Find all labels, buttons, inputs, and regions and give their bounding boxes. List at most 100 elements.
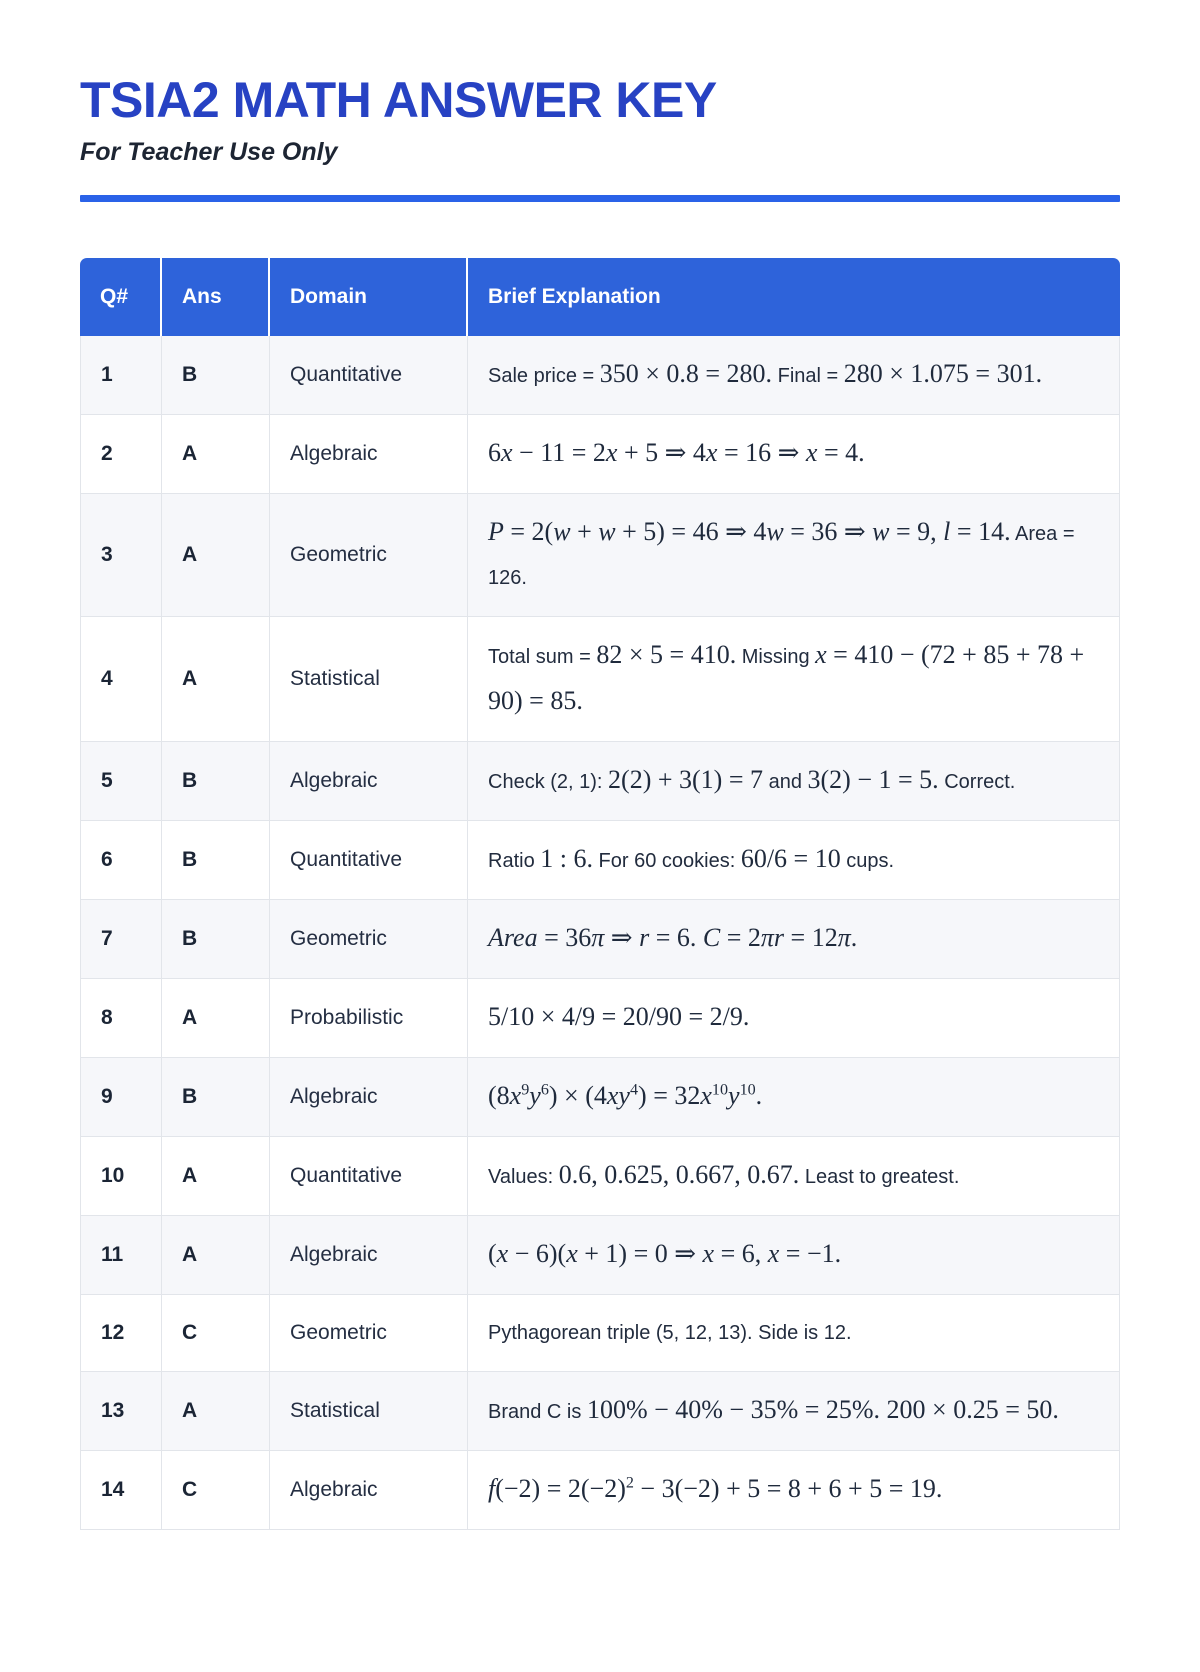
explanation-text-run: Ratio	[488, 850, 541, 872]
table-row: 11 A Algebraic (x − 6)(x + 1) = 0 ⇒ x = 6, …	[80, 1216, 1120, 1295]
domain-cell: Algebraic	[270, 1058, 468, 1137]
answer-cell: B	[162, 1058, 270, 1137]
question-number-cell: 6	[80, 821, 162, 900]
answer-cell: B	[162, 336, 270, 415]
explanation-math-run: 280 × 1.075 = 301.	[843, 359, 1043, 388]
explanation-math-run: P = 2(w + w + 5) = 46 ⇒ 4w = 36 ⇒ w = 9,…	[488, 517, 1011, 546]
explanation-text-run: Values:	[488, 1166, 559, 1188]
explanation-cell: (8x9y6) × (4xy4) = 32x10y10.	[468, 1058, 1120, 1137]
explanation-math-run: 1 : 6.	[540, 844, 593, 873]
table-row: 14 C Algebraic f(−2) = 2(−2)2 − 3(−2) + 5 =…	[80, 1451, 1120, 1530]
domain-cell: Statistical	[270, 617, 468, 742]
header-row: Q# Ans Domain Brief Explanation	[80, 258, 1120, 336]
answer-table-body: 1 B Quantitative Sale price = 350 × 0.8 = 2…	[80, 336, 1120, 1530]
explanation-text-run: Total sum =	[488, 646, 597, 668]
explanation-text-run: Sale price =	[488, 365, 600, 387]
explanation-math-run: 350 × 0.8 = 280.	[599, 359, 773, 388]
answer-cell: A	[162, 1372, 270, 1451]
explanation-text-run: Check (2, 1):	[488, 771, 609, 793]
explanation-math-run: 60/6 = 10	[740, 844, 841, 873]
table-row: 13 A Statistical Brand C is 100% − 40% − 35…	[80, 1372, 1120, 1451]
domain-cell: Statistical	[270, 1372, 468, 1451]
explanation-cell: Check (2, 1): 2(2) + 3(1) = 7 and 3(2) −…	[468, 742, 1120, 821]
explanation-math-run: 3(2) − 1 = 5.	[807, 765, 939, 794]
table-row: 8 A Probabilistic 5/10 × 4/9 = 20/90 = 2/9.	[80, 979, 1120, 1058]
question-number-cell: 1	[80, 336, 162, 415]
explanation-cell: (x − 6)(x + 1) = 0 ⇒ x = 6, x = −1.	[468, 1216, 1120, 1295]
question-number-cell: 13	[80, 1372, 162, 1451]
table-row: 2 A Algebraic 6x − 11 = 2x + 5 ⇒ 4x = 16 ⇒ …	[80, 415, 1120, 494]
page-title: TSIA2 MATH ANSWER KEY	[80, 72, 717, 128]
table-row: 4 A Statistical Total sum = 82 × 5 = 410. M…	[80, 617, 1120, 742]
answer-cell: C	[162, 1451, 270, 1530]
explanation-cell: Brand C is 100% − 40% − 35% = 25%. 200 ×…	[468, 1372, 1120, 1451]
answer-key-table: Q# Ans Domain Brief Explanation 1 B Quantitat…	[80, 258, 1120, 1530]
table-row: 12 C Geometric Pythagorean triple (5, 12, 1…	[80, 1295, 1120, 1372]
answer-cell: B	[162, 900, 270, 979]
explanation-text-run: Area = 126.	[488, 523, 1075, 589]
explanation-cell: Total sum = 82 × 5 = 410. Missing x = 41…	[468, 617, 1120, 742]
domain-cell: Quantitative	[270, 1137, 468, 1216]
explanation-math-run: 2(2) + 3(1) = 7	[608, 765, 764, 794]
domain-cell: Geometric	[270, 1295, 468, 1372]
col-header-q-number: Q#	[80, 258, 162, 336]
col-header-domain: Domain	[270, 258, 468, 336]
explanation-text-run: Missing	[736, 646, 816, 668]
table-row: 6 B Quantitative Ratio 1 : 6. For 60 cookie…	[80, 821, 1120, 900]
table-row: 1 B Quantitative Sale price = 350 × 0.8 = 2…	[80, 336, 1120, 415]
explanation-text-run: and	[763, 771, 808, 793]
domain-cell: Probabilistic	[270, 979, 468, 1058]
table-row: 10 A Quantitative Values: 0.6, 0.625, 0.667…	[80, 1137, 1120, 1216]
question-number-cell: 3	[80, 494, 162, 617]
domain-cell: Algebraic	[270, 1216, 468, 1295]
divider-rule	[80, 195, 1120, 202]
domain-cell: Algebraic	[270, 742, 468, 821]
domain-cell: Algebraic	[270, 415, 468, 494]
explanation-cell: Area = 36π ⇒ r = 6. C = 2πr = 12π.	[468, 900, 1120, 979]
explanation-cell: Sale price = 350 × 0.8 = 280. Final = 28…	[468, 336, 1120, 415]
explanation-math-run: (8x9y6) × (4xy4) = 32x10y10.	[488, 1081, 763, 1110]
domain-cell: Algebraic	[270, 1451, 468, 1530]
explanation-text-run: Brand C is	[488, 1401, 587, 1423]
explanation-text-run: For 60 cookies:	[592, 850, 741, 872]
answer-cell: C	[162, 1295, 270, 1372]
question-number-cell: 7	[80, 900, 162, 979]
domain-cell: Geometric	[270, 900, 468, 979]
question-number-cell: 5	[80, 742, 162, 821]
explanation-cell: Ratio 1 : 6. For 60 cookies: 60/6 = 10 c…	[468, 821, 1120, 900]
explanation-math-run: 5/10 × 4/9 = 20/90 = 2/9.	[488, 1002, 750, 1031]
domain-cell: Quantitative	[270, 821, 468, 900]
answer-cell: A	[162, 617, 270, 742]
explanation-cell: P = 2(w + w + 5) = 46 ⇒ 4w = 36 ⇒ w = 9,…	[468, 494, 1120, 617]
domain-cell: Quantitative	[270, 336, 468, 415]
explanation-cell: Values: 0.6, 0.625, 0.667, 0.67. Least t…	[468, 1137, 1120, 1216]
question-number-cell: 8	[80, 979, 162, 1058]
question-number-cell: 10	[80, 1137, 162, 1216]
question-number-cell: 9	[80, 1058, 162, 1137]
explanation-math-run: (x − 6)(x + 1) = 0 ⇒ x = 6, x = −1.	[488, 1239, 842, 1268]
explanation-cell: f(−2) = 2(−2)2 − 3(−2) + 5 = 8 + 6 + 5 =…	[468, 1451, 1120, 1530]
document-page: TSIA2 MATH ANSWER KEY For Teacher Use On…	[0, 72, 1200, 1530]
explanation-cell: 5/10 × 4/9 = 20/90 = 2/9.	[468, 979, 1120, 1058]
explanation-text-run: Correct.	[938, 771, 1016, 793]
explanation-math-run: 82 × 5 = 410.	[596, 640, 737, 669]
question-number-cell: 2	[80, 415, 162, 494]
explanation-math-run: x = 410 − (72 + 85 + 78 + 90) = 85.	[488, 640, 1085, 715]
explanation-cell: 6x − 11 = 2x + 5 ⇒ 4x = 16 ⇒ x = 4.	[468, 415, 1120, 494]
explanation-text-run: Least to greatest.	[799, 1166, 960, 1188]
page-subtitle: For Teacher Use Only	[80, 138, 338, 166]
question-number-cell: 12	[80, 1295, 162, 1372]
table-row: 3 A Geometric P = 2(w + w + 5) = 46 ⇒ 4w = …	[80, 494, 1120, 617]
answer-cell: B	[162, 821, 270, 900]
domain-cell: Geometric	[270, 494, 468, 617]
col-header-answer: Ans	[162, 258, 270, 336]
explanation-cell: Pythagorean triple (5, 12, 13). Side is …	[468, 1295, 1120, 1372]
explanation-math-run: Area = 36π ⇒ r = 6. C = 2πr = 12π.	[488, 923, 858, 952]
question-number-cell: 4	[80, 617, 162, 742]
explanation-text-run: Final =	[772, 365, 844, 387]
table-row: 5 B Algebraic Check (2, 1): 2(2) + 3(1) = 7…	[80, 742, 1120, 821]
answer-cell: B	[162, 742, 270, 821]
answer-cell: A	[162, 1137, 270, 1216]
question-number-cell: 11	[80, 1216, 162, 1295]
explanation-math-run: f(−2) = 2(−2)2 − 3(−2) + 5 = 8 + 6 + 5 =…	[488, 1474, 943, 1503]
